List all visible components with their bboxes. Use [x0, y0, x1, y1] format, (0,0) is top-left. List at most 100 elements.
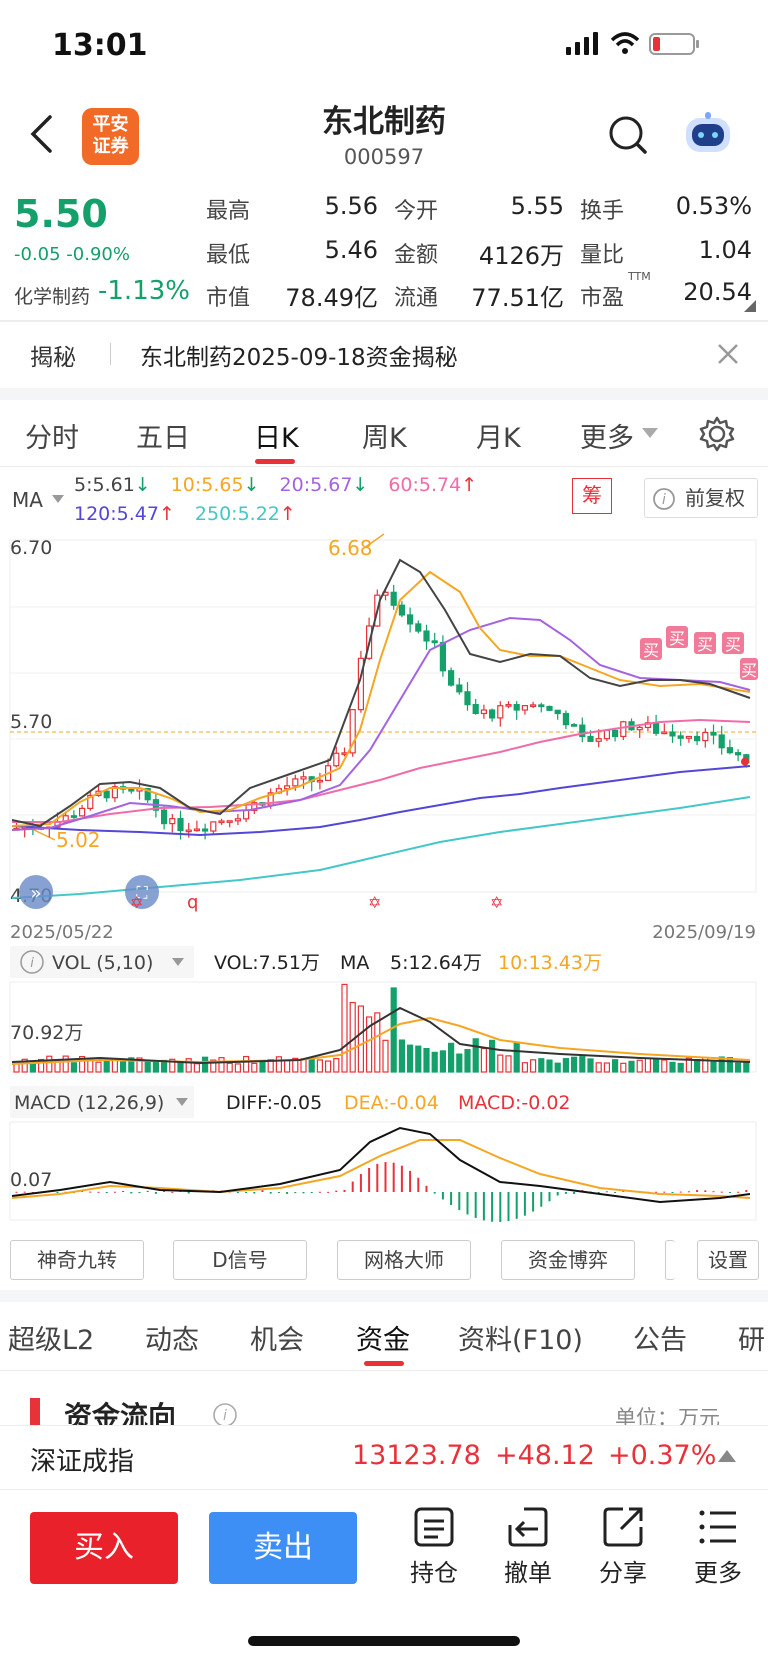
indicator-magic-nine[interactable]: 神奇九转 [10, 1240, 144, 1280]
amount-label: 金额 [394, 243, 439, 268]
candle-body [234, 818, 241, 822]
candle-body [398, 604, 405, 616]
volume-bar [357, 1005, 364, 1073]
section-gap [0, 1290, 768, 1302]
robot-assistant-icon[interactable] [682, 110, 734, 158]
volume-bar [579, 1056, 586, 1073]
notice-tag: 揭秘 [30, 345, 76, 371]
cancel-order-button[interactable]: 撤单 [493, 1505, 563, 1588]
event-q-marker[interactable]: q [187, 892, 198, 913]
section-marker [30, 1398, 40, 1426]
volume-bar [587, 1058, 594, 1073]
tab-opportunity[interactable]: 机会 [250, 1325, 304, 1356]
candle-body [611, 729, 619, 738]
sell-button[interactable]: 卖出 [209, 1512, 357, 1584]
tab-weekly-k[interactable]: 周K [362, 423, 407, 454]
candle-body [480, 709, 487, 715]
macd-indicator-label[interactable]: MACD (12,26,9) [14, 1092, 164, 1114]
notice-text[interactable]: 东北制药2025-09-18资金揭秘 [140, 345, 458, 371]
macd-value: MACD:-0.02 [458, 1092, 571, 1114]
ma120-line [11, 765, 751, 837]
scroll-left-icon[interactable] [19, 875, 53, 909]
adjust-mode-button[interactable]: 前复权 [644, 478, 758, 518]
sector-change[interactable]: -1.13% [98, 276, 190, 306]
buy-button[interactable]: 买入 [30, 1512, 178, 1584]
more-button[interactable]: 更多 [683, 1505, 753, 1588]
float-cap-value: 77.51亿 [471, 284, 564, 312]
y-label-top: 6.70 [10, 537, 52, 559]
divider [0, 466, 768, 467]
tab-daily-k[interactable]: 日K [254, 423, 299, 454]
volume-bar [628, 1060, 635, 1073]
turnover-value: 0.53% [675, 192, 752, 220]
candle-body [702, 731, 709, 742]
tab-news[interactable]: 动态 [145, 1325, 199, 1356]
macd-bar [425, 1185, 428, 1192]
low-label: 最低 [206, 243, 251, 268]
tab-five-day[interactable]: 五日 [136, 423, 190, 454]
indicator-capital-game[interactable]: 资金博弈 [501, 1240, 635, 1280]
ma250-value: 250:5.22 [194, 503, 280, 525]
candle-body [620, 721, 627, 738]
indicator-d-signal[interactable]: D信号 [173, 1240, 307, 1280]
home-indicator [248, 1636, 520, 1646]
pe-label: 市盈 [580, 286, 625, 311]
tab-announcement[interactable]: 公告 [633, 1325, 687, 1356]
tab-research[interactable]: 研 [738, 1325, 765, 1356]
vol-dropdown-icon[interactable] [172, 958, 184, 966]
chevron-up-icon[interactable] [718, 1450, 736, 1462]
volume-bar [144, 1060, 151, 1073]
volume-bar [529, 1059, 537, 1073]
ma10-value: 10:5.65 [170, 474, 244, 496]
back-icon[interactable] [28, 114, 54, 154]
candle-body [169, 818, 176, 825]
volume-bar [226, 1062, 233, 1073]
chip-distribution-button[interactable]: 筹 [572, 478, 612, 514]
event-star-icon[interactable]: ✡ [490, 893, 503, 912]
tab-f10[interactable]: 资料(F10) [458, 1325, 583, 1356]
index-bar[interactable] [0, 1425, 768, 1490]
sector-label[interactable]: 化学制药 [14, 286, 91, 308]
gear-icon[interactable] [699, 416, 735, 452]
tab-super-l2[interactable]: 超级L2 [8, 1325, 95, 1356]
candle-body [202, 828, 209, 832]
fullscreen-icon[interactable] [125, 875, 159, 909]
candle-body [128, 788, 135, 792]
indicator-overflow[interactable] [665, 1240, 675, 1280]
ma-dropdown-icon[interactable] [52, 495, 64, 503]
vol-info-icon[interactable] [20, 950, 44, 974]
event-star-icon[interactable]: ✡ [130, 893, 143, 912]
tab-more[interactable]: 更多 [580, 423, 634, 454]
volume-bar [669, 1061, 676, 1073]
vol-indicator-label[interactable]: VOL (5,10) [52, 952, 153, 974]
candle-body [78, 807, 86, 817]
macd-bar [138, 1192, 141, 1193]
stock-chart[interactable]: 6.70 5.70 4.70 6.68 5.02 买 买 买 买 买 » ⛶ ✡… [0, 530, 768, 1230]
indicator-grid-master[interactable]: 网格大师 [337, 1240, 471, 1280]
positions-label: 持仓 [410, 1559, 458, 1587]
search-icon[interactable] [607, 114, 649, 156]
macd-bar [737, 1191, 740, 1193]
volume-bar [284, 1059, 291, 1073]
candle-body [210, 821, 217, 832]
tab-monthly-k[interactable]: 月K [476, 423, 521, 454]
close-icon[interactable] [716, 342, 740, 366]
macd-dropdown-icon[interactable] [176, 1098, 188, 1106]
positions-button[interactable]: 持仓 [399, 1505, 469, 1588]
logo-line2: 证券 [92, 136, 129, 157]
indicator-settings[interactable]: 设置 [697, 1240, 759, 1280]
candlestick-series [13, 584, 750, 840]
tab-intraday[interactable]: 分时 [25, 423, 79, 454]
macd-bar [97, 1191, 100, 1193]
share-button[interactable]: 分享 [588, 1505, 658, 1588]
volume-bar [538, 1058, 545, 1073]
ma10-line [11, 570, 751, 827]
volume-bar [70, 1062, 78, 1073]
tab-capital[interactable]: 资金 [356, 1325, 410, 1356]
ma-label[interactable]: MA [12, 488, 43, 512]
expand-corner-icon[interactable] [744, 300, 756, 312]
vol-axis-label: 70.92万 [10, 1022, 83, 1044]
event-star-icon[interactable]: ✡ [368, 893, 381, 912]
volume-bar [734, 1062, 742, 1073]
candle-body [431, 640, 438, 644]
